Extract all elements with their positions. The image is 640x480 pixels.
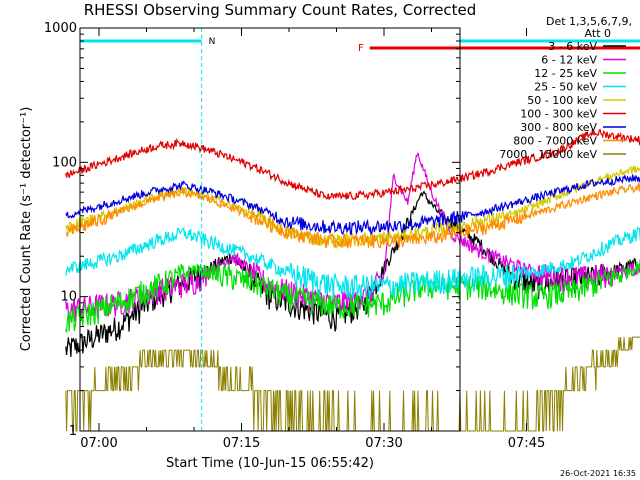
x-axis-label: Start Time (10-Jun-15 06:55:42) — [166, 456, 374, 471]
legend-label: 300 - 800 keV — [520, 121, 597, 134]
plot-frame — [79, 27, 461, 432]
y-axis-label: Corrected Count Rate (s⁻¹ detector⁻¹) — [19, 107, 34, 352]
flare-label: F — [358, 43, 364, 54]
series-line — [65, 174, 640, 236]
axes-layer: 07:0007:1507:3007:4508:0008:1508:3011010… — [44, 21, 545, 451]
x-tick-label: 07:45 — [508, 436, 545, 451]
legend-label: 50 - 100 keV — [527, 94, 597, 107]
x-tick-label: 07:00 — [80, 436, 117, 451]
series-layer — [65, 128, 640, 432]
chart-title: RHESSI Observing Summary Count Rates, Co… — [84, 1, 477, 19]
series-line — [65, 165, 640, 249]
y-tick-label: 100 — [52, 155, 77, 170]
legend-label: 12 - 25 keV — [534, 67, 597, 80]
legend-header: Det 1,3,5,6,7,9, — [546, 15, 632, 28]
legend-label: 100 - 300 keV — [520, 108, 597, 121]
legend-label: 6 - 12 keV — [541, 54, 597, 67]
x-tick-label: 07:15 — [223, 436, 260, 451]
footer-timestamp: 26-Oct-2021 16:35 — [560, 469, 636, 478]
series-line — [65, 226, 640, 300]
y-tick-label: 1000 — [44, 21, 77, 36]
series-line — [65, 260, 640, 333]
legend-label: 800 - 7000 keV — [513, 135, 597, 148]
series-line — [65, 128, 640, 201]
legend-label: 7000 - 15000 keV — [499, 148, 597, 161]
series-line — [65, 181, 640, 249]
series-line — [65, 152, 640, 322]
legend-label: 25 - 50 keV — [534, 81, 597, 94]
x-tick-label: 07:30 — [365, 436, 402, 451]
legend-header: Att 0 — [585, 27, 611, 40]
y-tick-label: 10 — [60, 290, 77, 305]
legend-label: 3 - 6 keV — [548, 40, 597, 53]
series-line — [65, 334, 640, 432]
y-tick-label: 1 — [69, 424, 77, 439]
night-label: N — [209, 37, 216, 47]
overlay-layer: NF — [80, 28, 640, 431]
